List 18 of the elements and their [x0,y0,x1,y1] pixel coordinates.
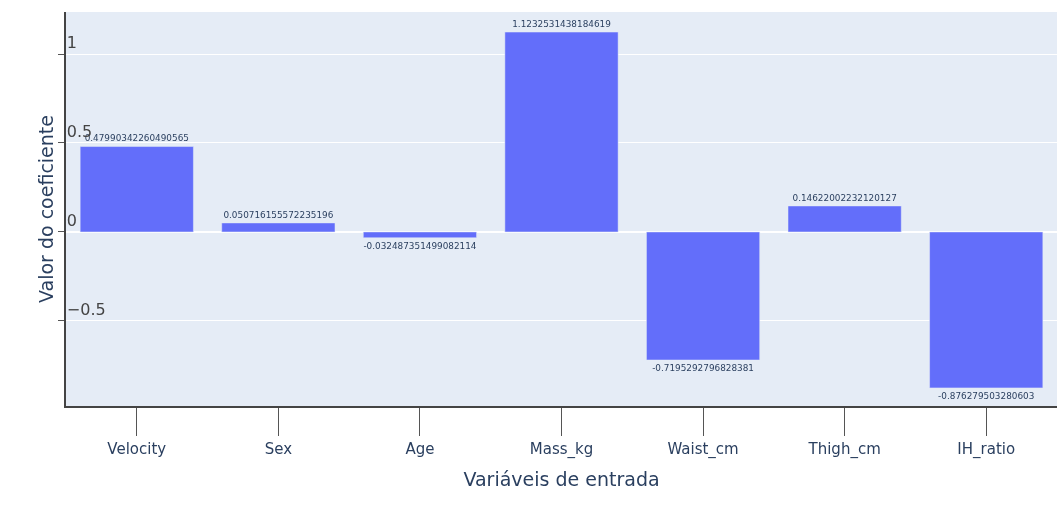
y-tick-label: 0 [66,210,77,230]
x-axis-title: Variáveis de entrada [463,468,660,491]
x-tick-label: IH_ratio [957,440,1016,459]
data-label: 0.050716155572235196 [223,209,334,220]
data-label: -0.876279503280603 [938,390,1035,401]
x-tick-label: Thigh_cm [807,440,881,459]
x-tick-label: Mass_kg [529,440,594,459]
data-label: -0.032487351499082114 [363,240,477,251]
data-label: 0.14622002232120127 [792,192,897,203]
y-axis-title: Valor do coeficiente [35,115,58,303]
x-tick-label: Age [405,440,435,458]
data-label: -0.7195292796828381 [652,363,754,374]
y-tick-label: 1 [66,32,77,52]
x-tick-label: Sex [264,440,293,458]
y-tick-label: −0.5 [66,299,106,319]
x-tick-label: Velocity [107,440,167,458]
x-tick-label: Waist_cm [667,440,739,459]
data-label: 1.1232531438184619 [512,18,612,29]
